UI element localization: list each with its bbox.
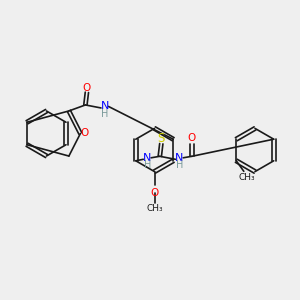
Text: H: H — [143, 160, 151, 170]
Text: H: H — [176, 160, 183, 170]
Text: N: N — [143, 153, 152, 163]
Text: O: O — [80, 128, 88, 139]
Text: O: O — [188, 133, 196, 143]
Text: N: N — [175, 153, 184, 163]
Text: CH₃: CH₃ — [238, 173, 255, 182]
Text: H: H — [101, 109, 109, 119]
Text: S: S — [158, 132, 165, 145]
Text: O: O — [150, 188, 159, 198]
Text: CH₃: CH₃ — [146, 204, 163, 213]
Text: N: N — [101, 101, 109, 112]
Text: O: O — [83, 83, 91, 93]
